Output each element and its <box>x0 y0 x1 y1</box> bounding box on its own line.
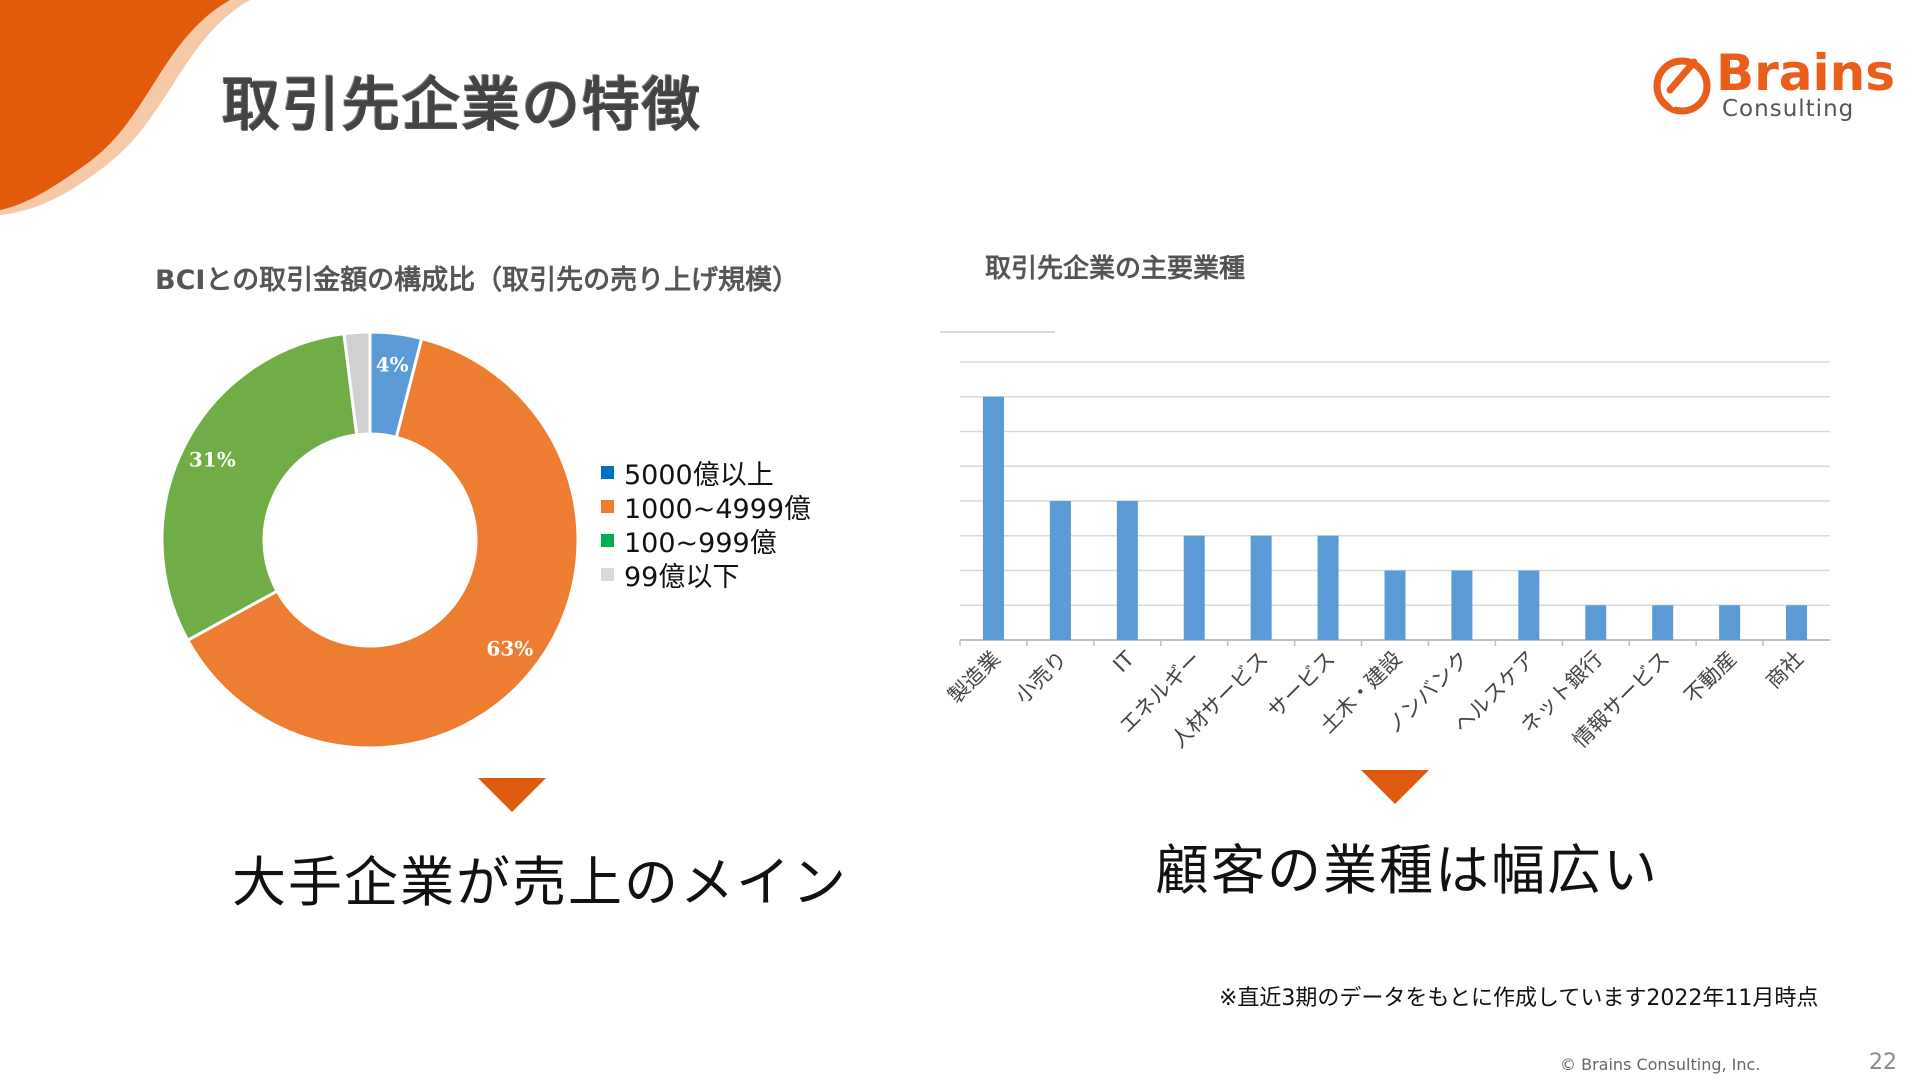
donut-takeaway: 大手企業が売上のメイン <box>232 851 848 914</box>
legend-item: 99億以下 <box>601 557 811 593</box>
legend-item: 5000億以上 <box>601 455 811 491</box>
page-number: 22 <box>1869 1050 1897 1075</box>
legend-item: 100~999億 <box>601 523 811 559</box>
bar <box>1317 535 1339 640</box>
bar <box>1786 605 1808 640</box>
legend-label: 99億以下 <box>624 561 740 593</box>
down-arrow-icon <box>1361 770 1429 804</box>
logo-sub: Consulting <box>1722 96 1855 122</box>
donut-slice <box>185 336 580 750</box>
legend-swatch <box>601 465 614 479</box>
bar <box>1518 570 1540 640</box>
donut-legend: 5000億以上 1000~4999億 100~999億 99億以下 <box>601 455 812 593</box>
legend-label: 100~999億 <box>624 527 777 559</box>
legend-swatch <box>601 533 614 547</box>
bar <box>1384 570 1406 640</box>
legend-item: 1000~4999億 <box>601 489 812 525</box>
bar <box>1451 570 1473 640</box>
x-tick-label: IT <box>1108 646 1139 677</box>
corner-decoration <box>0 0 250 215</box>
brand-logo: Brains Consulting <box>1650 48 1895 128</box>
bar-chart-title: 取引先企業の主要業種 <box>985 254 1246 284</box>
donut-chart-title: BCIとの取引金額の構成比（取引先の売り上げ規模） <box>155 265 800 296</box>
x-tick-label: 製造業 <box>943 647 1005 709</box>
bar <box>1652 605 1674 640</box>
bar <box>1585 605 1607 640</box>
bar <box>1719 605 1741 640</box>
legend-swatch <box>601 499 614 513</box>
slide-title: 取引先企業の特徴 <box>222 71 703 139</box>
copyright: © Brains Consulting, Inc. <box>1560 1055 1761 1074</box>
donut-data-label: 4% <box>376 352 409 376</box>
bar-takeaway: 顧客の業種は幅広い <box>1155 839 1659 902</box>
bar <box>1049 501 1071 640</box>
x-tick-label: 不動産 <box>1680 647 1742 709</box>
bar <box>1116 501 1138 640</box>
donut-data-label: 31% <box>189 448 236 472</box>
bar-chart: 製造業 小売り ITエネルギー人材サービスサービス土木・建設ノンバンクヘルスケアネッ… <box>940 331 1830 753</box>
bar <box>1250 535 1272 640</box>
donut-chart: 4% 63% 31% <box>160 330 580 750</box>
down-arrow-icon <box>478 778 546 812</box>
legend-label: 5000億以上 <box>624 459 774 491</box>
footnote: ※直近3期のデータをもとに作成しています2022年11月時点 <box>1219 986 1819 1011</box>
logo-word: Brains <box>1716 44 1896 102</box>
logo-mark-icon <box>1653 57 1711 115</box>
donut-slice <box>342 330 372 437</box>
bar <box>1183 535 1205 640</box>
bar <box>982 396 1004 640</box>
donut-slice <box>160 331 359 643</box>
x-tick-label: 小売り <box>1010 647 1072 709</box>
legend-swatch <box>601 567 614 581</box>
x-tick-label: 商社 <box>1761 647 1808 694</box>
donut-data-label: 63% <box>486 636 533 660</box>
legend-label: 1000~4999億 <box>624 493 812 525</box>
